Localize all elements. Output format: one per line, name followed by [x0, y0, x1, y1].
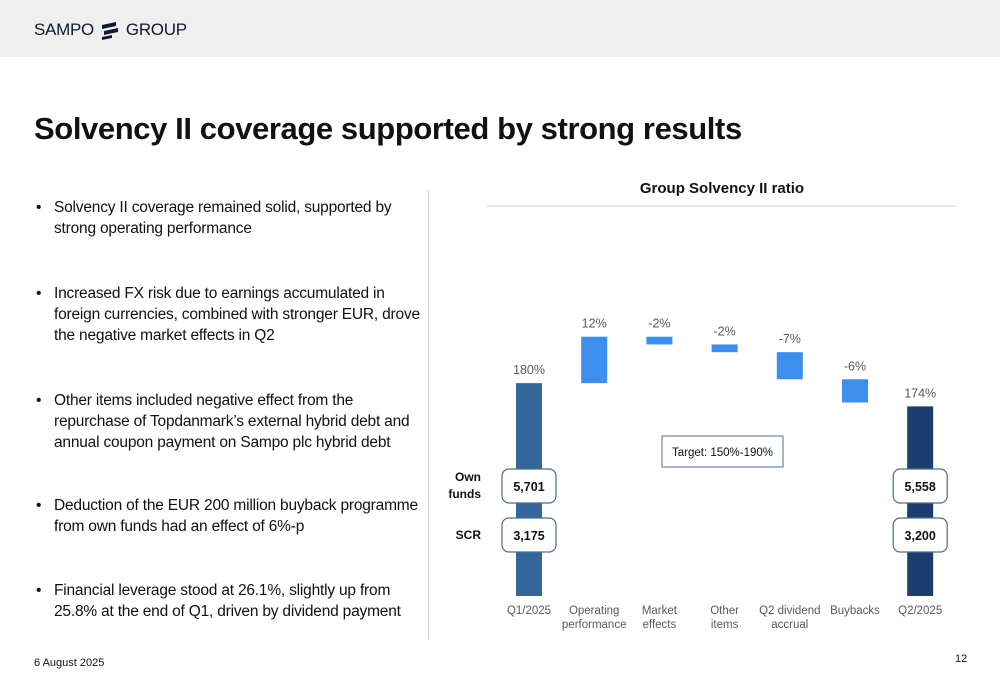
- own-funds-q2-box: [892, 468, 948, 504]
- target-annotation-box: [661, 435, 784, 468]
- logo-text-right: GROUP: [125, 20, 187, 39]
- waterfall-bar: [842, 379, 868, 403]
- bar-data-label: 12%: [582, 317, 607, 331]
- page-title: Solvency II coverage supported by strong…: [34, 111, 742, 146]
- category-tick-label: Q2 dividend: [759, 605, 820, 617]
- bullet-dot-icon: •: [36, 199, 42, 216]
- solvency-waterfall-chart: Group Solvency II ratio 180% Q1/2025 12% Ope…: [448, 180, 956, 631]
- chart-title: Group Solvency II ratio: [640, 180, 804, 197]
- bullet-text: Solvency II coverage remained solid, sup…: [54, 199, 392, 237]
- own-funds-q2-value: 5,558: [905, 480, 936, 494]
- bullet-item: • Increased FX risk due to earnings accum…: [36, 283, 421, 346]
- target-annotation-text: Target: 150%-190%: [672, 447, 773, 459]
- top-bar: SAMPO GROUP: [0, 0, 1000, 57]
- bullet-dot-icon: •: [36, 392, 42, 409]
- scr-q2-box: [892, 517, 948, 553]
- bar-data-label: -6%: [844, 359, 866, 373]
- own-funds-q1-value: 5,701: [513, 480, 544, 494]
- category-tick-label: Other: [710, 605, 739, 617]
- bullet-text: Increased FX risk due to earnings accumu…: [54, 285, 420, 344]
- waterfall-bar: [776, 352, 803, 380]
- logo-text-left: SAMPO: [34, 20, 94, 39]
- category-tick-label: accrual: [771, 619, 808, 631]
- bar-data-label: -2%: [648, 317, 670, 331]
- own-funds-row-label: funds: [448, 487, 481, 501]
- category-tick-label: performance: [562, 619, 627, 631]
- bullet-item: • Deduction of the EUR 200 million buybac…: [36, 495, 421, 537]
- category-tick-label: Market: [642, 605, 678, 617]
- scr-q1-box: [501, 517, 557, 553]
- waterfall-bar: [711, 344, 738, 353]
- bullet-item: • Other items included negative effect fr…: [36, 390, 421, 453]
- category-tick-label: Operating: [569, 605, 620, 617]
- bar-data-label: -2%: [713, 324, 735, 338]
- category-tick-label: Q1/2025: [507, 605, 551, 617]
- bullet-text: Financial leverage stood at 26.1%, sligh…: [54, 582, 401, 620]
- scr-q1-value: 3,175: [513, 529, 544, 543]
- column-divider: [428, 190, 429, 640]
- bullet-item: • Financial leverage stood at 26.1%, slig…: [36, 580, 421, 622]
- page-number: 12: [955, 653, 968, 665]
- category-tick-label: effects: [643, 619, 677, 631]
- category-tick-label: Buybacks: [830, 605, 880, 617]
- scr-row-label: SCR: [456, 528, 482, 542]
- own-funds-q1-box: [501, 468, 557, 504]
- category-tick-label: items: [711, 619, 739, 631]
- scr-q2-value: 3,200: [905, 529, 936, 543]
- waterfall-bar: [646, 336, 673, 345]
- sampo-group-logo: SAMPO GROUP: [34, 19, 187, 41]
- bullet-text: Other items included negative effect fro…: [54, 392, 410, 451]
- bar-data-label: 174%: [904, 386, 936, 400]
- bar-data-label: 180%: [513, 363, 545, 377]
- footer-date: 6 August 2025: [34, 657, 105, 669]
- bullet-dot-icon: •: [36, 497, 42, 514]
- own-funds-row-label: Own: [455, 470, 481, 484]
- sampo-logo-icon: [101, 22, 118, 40]
- waterfall-bar: [581, 336, 608, 384]
- bar-data-label: -7%: [779, 332, 801, 346]
- category-tick-label: Q2/2025: [898, 605, 942, 617]
- bullet-text: Deduction of the EUR 200 million buyback…: [54, 497, 418, 535]
- bullet-item: • Solvency II coverage remained solid, su…: [36, 197, 421, 239]
- bullet-dot-icon: •: [36, 285, 42, 302]
- bullet-dot-icon: •: [36, 582, 42, 599]
